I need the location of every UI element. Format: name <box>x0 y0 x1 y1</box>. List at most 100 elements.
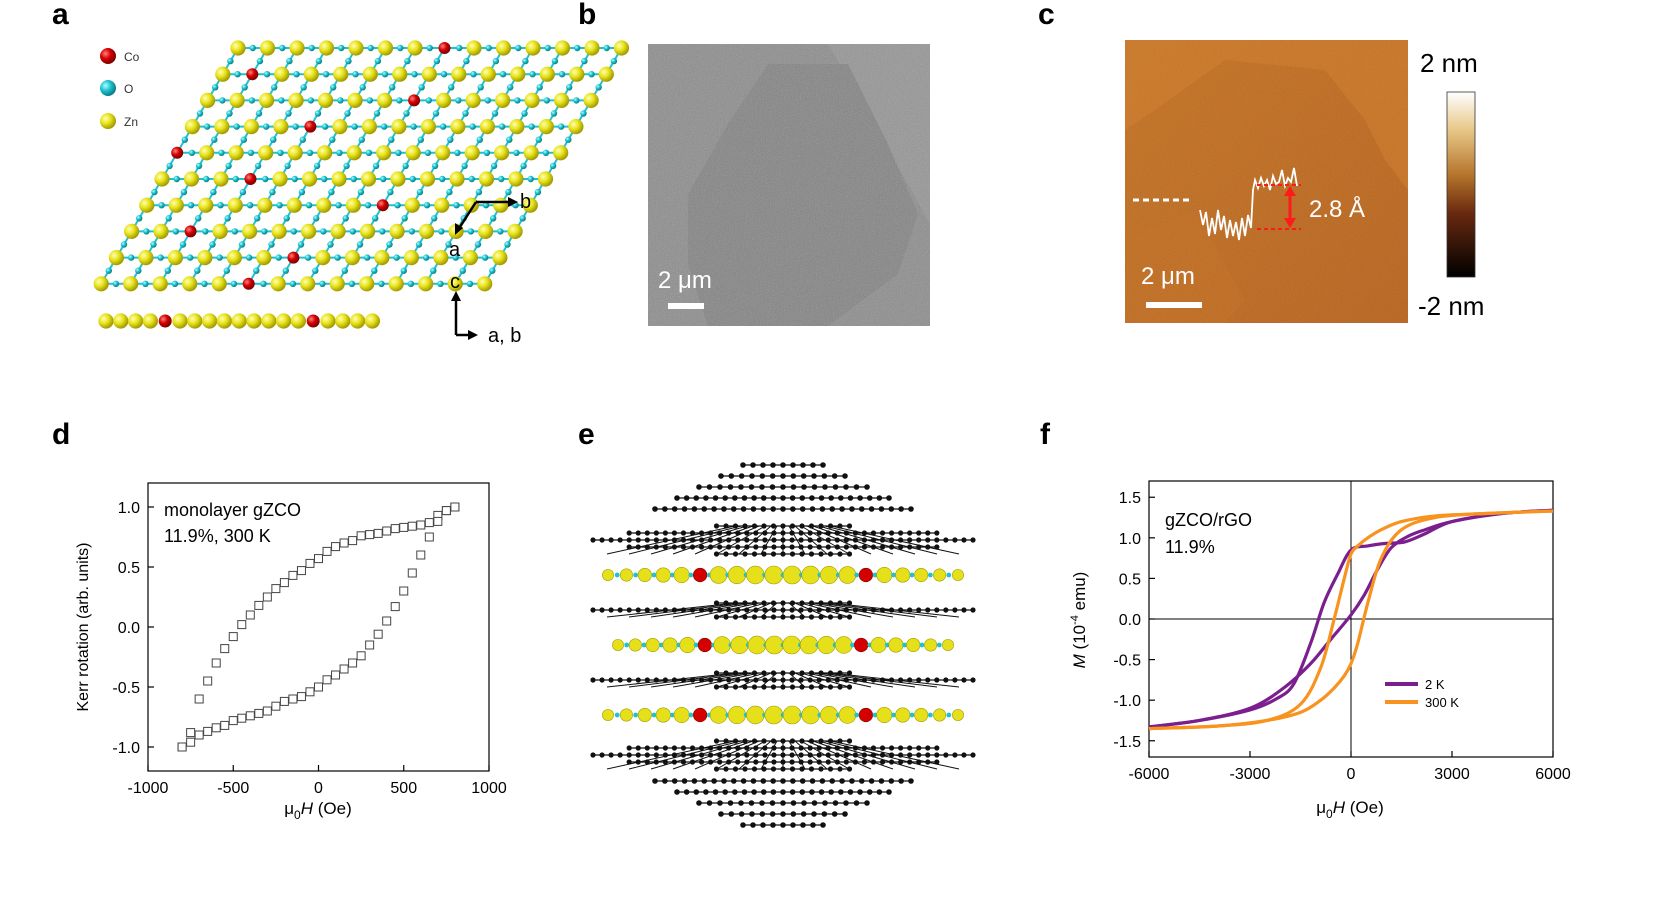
oxygen-atom <box>172 228 180 235</box>
carbon-atom <box>846 614 853 620</box>
oxygen-atom <box>186 254 194 261</box>
zinc-atom <box>628 638 642 652</box>
oxygen-atom <box>343 162 350 170</box>
carbon-atom <box>608 677 614 683</box>
carbon-atom <box>617 607 623 613</box>
side-zinc-atom <box>202 313 218 329</box>
carbon-atom <box>653 537 659 543</box>
kerr-data-point <box>331 542 341 552</box>
legend-zn-atom <box>100 113 116 129</box>
carbon-atom <box>925 607 931 613</box>
carbon-atom <box>870 530 877 536</box>
zinc-atom <box>215 66 231 82</box>
y-tick-label: -0.5 <box>112 680 140 697</box>
kerr-data-point <box>296 692 306 702</box>
oxygen-atom <box>150 241 157 248</box>
carbon-atom <box>762 745 768 751</box>
carbon-atom <box>644 745 650 751</box>
carbon-atom <box>590 752 596 758</box>
oxygen-atom <box>231 228 239 235</box>
carbon-atom <box>761 684 767 690</box>
zinc-atom <box>510 66 526 82</box>
oxide-layer-1 <box>602 565 964 585</box>
carbon-atom <box>635 530 641 536</box>
carbon-atom <box>818 766 824 772</box>
legend-o-label: O <box>124 82 133 96</box>
oxygen-atom <box>378 280 385 287</box>
zinc-atom <box>108 250 124 266</box>
zinc-atom <box>154 171 170 187</box>
zinc-atom <box>168 197 184 213</box>
kerr-data-point <box>288 570 298 580</box>
zinc-atom <box>420 119 436 135</box>
carbon-atom <box>626 537 632 543</box>
oxygen-atom <box>253 267 260 274</box>
carbon-atom <box>799 614 805 620</box>
zinc-atom <box>952 709 964 721</box>
kerr-hysteresis-chart: -1000 -500 0 500 1000 -1.0 -0.5 0.0 0.5 1.0 mono… <box>75 482 507 822</box>
carbon-atom <box>798 677 804 683</box>
carbon-atom <box>717 537 723 543</box>
zinc-atom <box>259 92 275 108</box>
zinc-atom <box>318 40 335 56</box>
legend-300k-label: 300 K <box>1425 695 1459 710</box>
carbon-atom <box>827 684 834 690</box>
carbon-atom <box>908 778 914 784</box>
carbon-atom <box>753 759 759 765</box>
kerr-data-point <box>177 742 187 752</box>
oxygen-atom <box>275 254 282 261</box>
axis-a-label: a <box>449 239 461 261</box>
zinc-atom <box>464 145 480 161</box>
carbon-atom <box>934 752 940 758</box>
oxygen-atom <box>519 215 526 222</box>
oxygen-atom <box>284 162 291 170</box>
chart-f-y-ticks: -1.5 -1.0 -0.5 0.0 0.5 1.0 1.5 <box>1113 490 1155 751</box>
carbon-atom <box>789 523 796 529</box>
kerr-data-point <box>441 506 451 516</box>
zinc-atom <box>801 705 820 725</box>
carbon-atom <box>799 551 805 557</box>
side-zinc-atom <box>246 313 262 329</box>
carbon-atom <box>789 544 795 550</box>
kerr-data-point <box>433 516 443 526</box>
kerr-data-point <box>382 616 392 626</box>
carbon-atom <box>961 607 967 613</box>
zinc-atom <box>479 119 495 135</box>
carbon-atom <box>798 537 804 543</box>
carbon-atom <box>644 537 650 543</box>
cobalt-atom <box>242 277 255 290</box>
oxygen-atom <box>499 71 507 78</box>
carbon-atom <box>762 677 768 683</box>
zinc-atom <box>764 565 784 585</box>
carbon-atom <box>717 544 723 550</box>
zinc-atom <box>403 250 419 266</box>
zinc-atom <box>332 119 348 135</box>
zinc-atom <box>229 92 245 108</box>
carbon-atom <box>771 752 777 758</box>
kerr-data-point <box>254 600 264 610</box>
zinc-atom <box>318 92 334 108</box>
oxygen-atom <box>256 57 264 65</box>
carbon-atom <box>818 551 824 557</box>
carbon-atom <box>744 537 750 543</box>
zinc-atom <box>435 145 451 161</box>
zinc-atom <box>344 250 360 266</box>
oxygen-atom <box>411 71 418 78</box>
zinc-atom <box>492 250 508 266</box>
carbon-atom <box>662 530 668 536</box>
carbon-atom <box>626 752 632 758</box>
carbon-atom <box>925 530 931 536</box>
carbon-atom <box>808 551 815 557</box>
carbon-atom <box>789 614 796 620</box>
x-tick-label: -1000 <box>128 780 169 797</box>
graphene-radial-bond <box>672 602 754 618</box>
carbon-atom <box>808 684 815 690</box>
carbon-atom <box>644 530 650 536</box>
oxygen-atom <box>426 44 433 52</box>
carbon-atom <box>762 607 768 613</box>
carbon-atom <box>925 752 931 758</box>
oxygen-atom <box>504 241 511 248</box>
heterostructure-diagram <box>590 462 976 828</box>
carbon-atom <box>961 537 967 543</box>
carbon-atom <box>898 530 904 536</box>
